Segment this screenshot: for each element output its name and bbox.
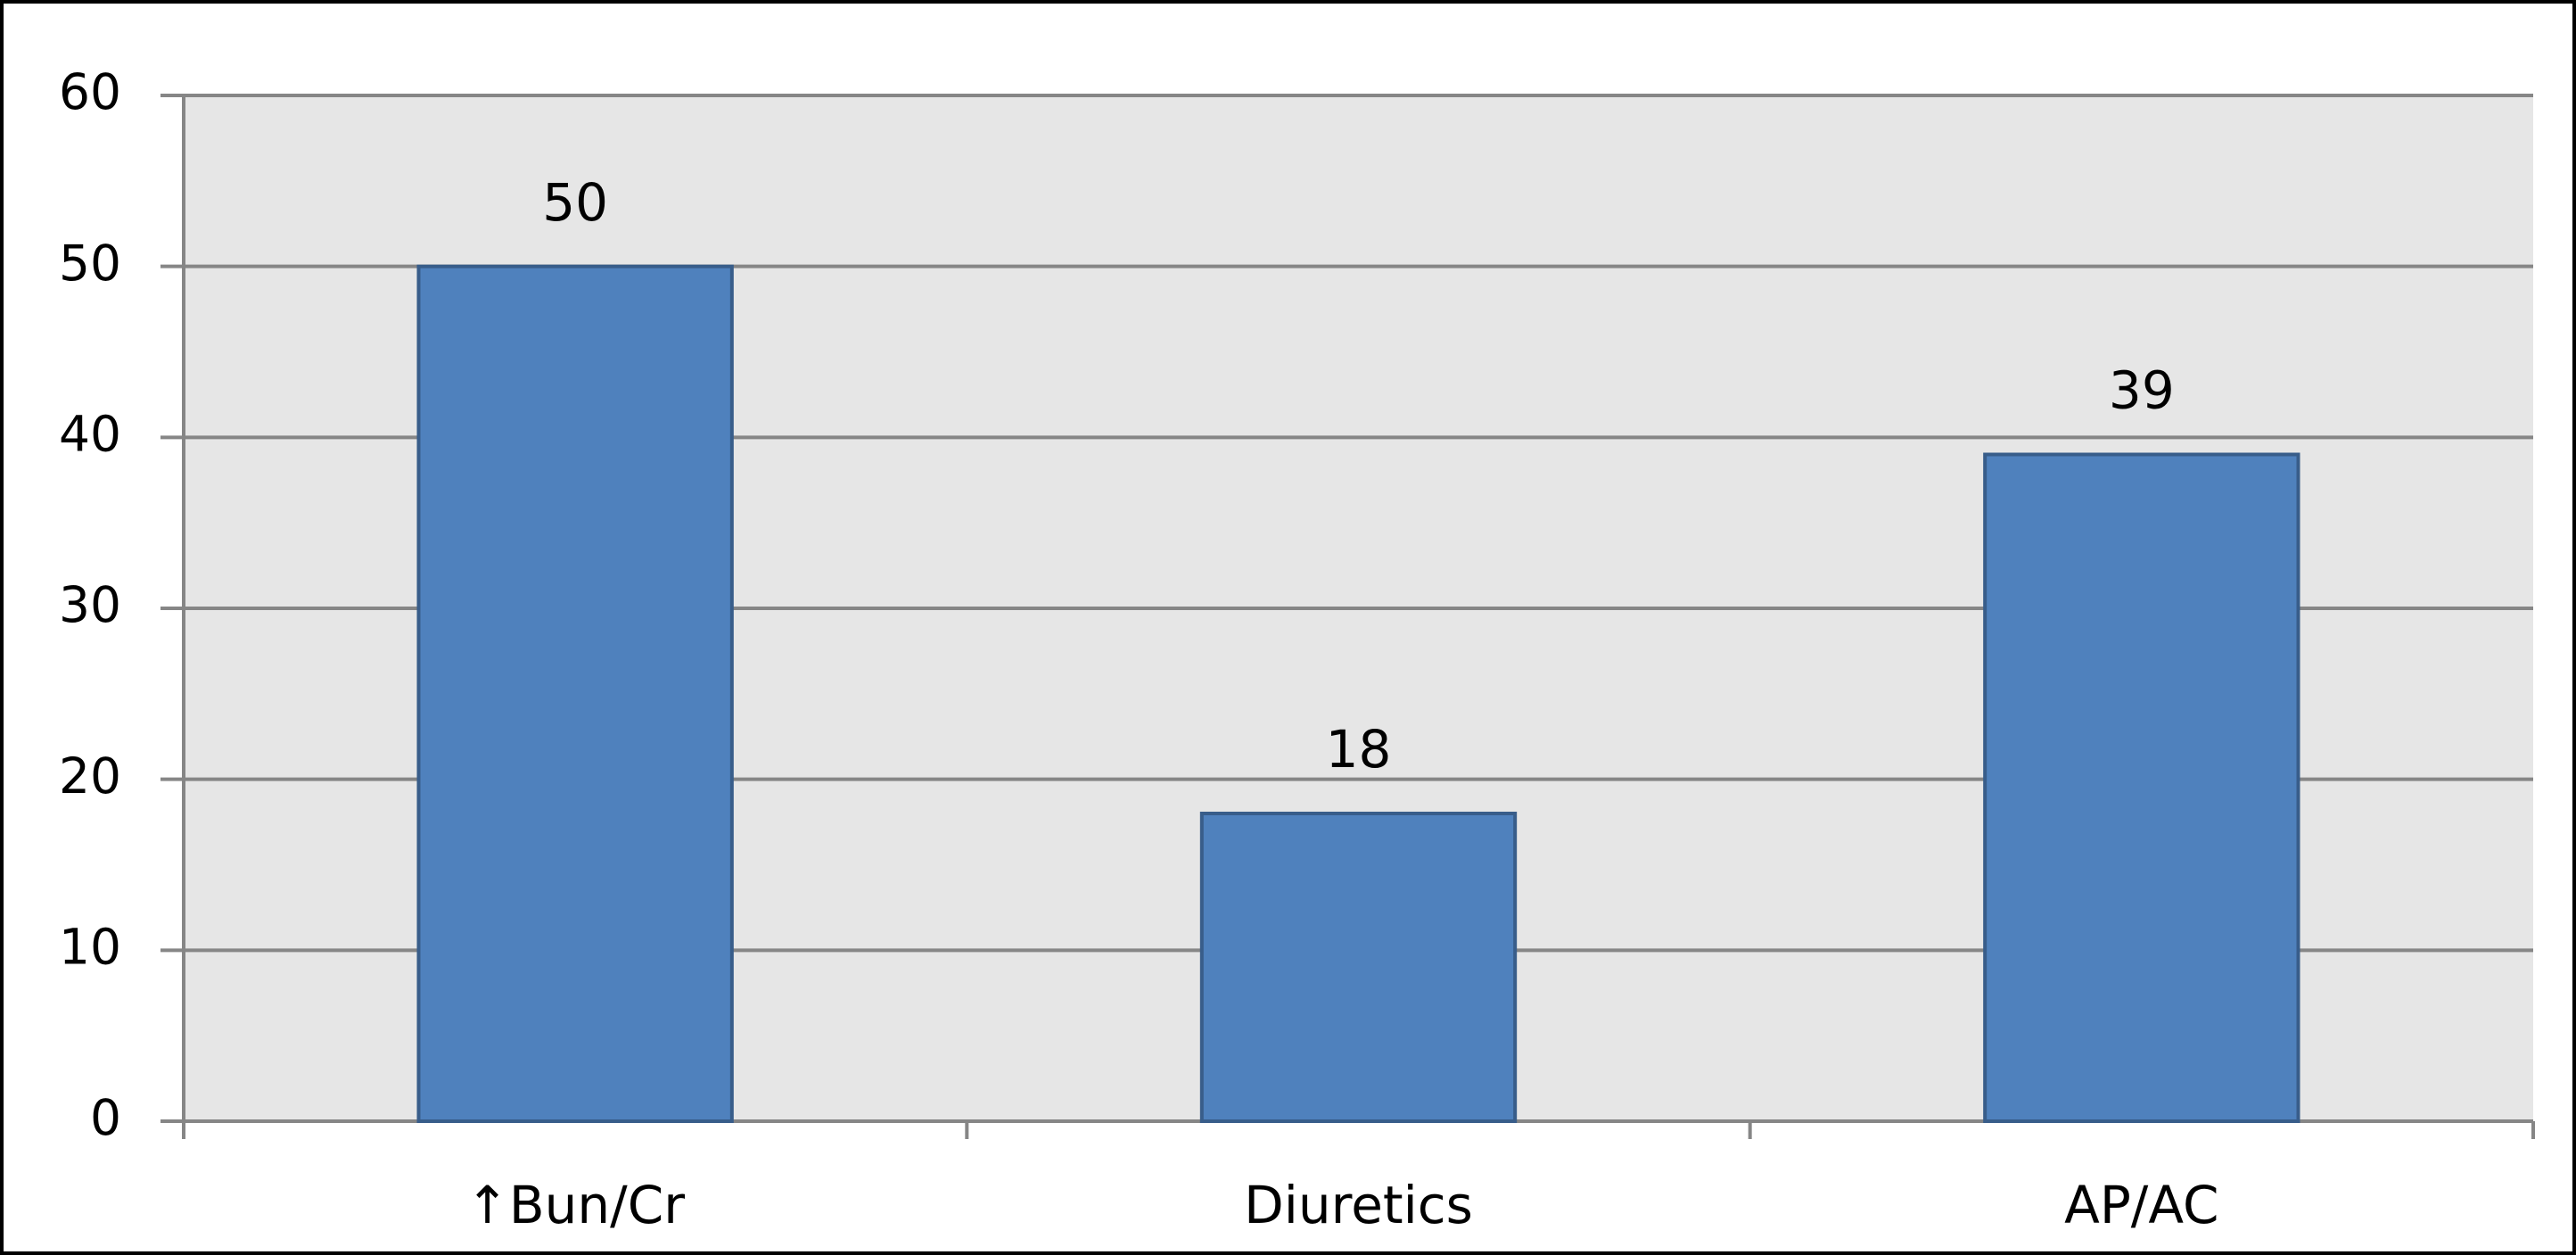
x-tick-label: Diuretics [1244, 1175, 1473, 1235]
y-tick-label: 30 [59, 576, 121, 633]
bar [1983, 452, 2300, 1123]
y-tick-label: 50 [59, 235, 121, 292]
x-tick-label: AP/AC [2064, 1175, 2218, 1235]
bar [416, 264, 734, 1123]
y-tick-label: 10 [59, 918, 121, 975]
bar [1199, 812, 1518, 1123]
value-label: 39 [2109, 360, 2175, 421]
value-label: 18 [1326, 719, 1392, 780]
value-label: 50 [542, 172, 608, 233]
y-tick-label: 0 [90, 1089, 121, 1146]
y-tick-label: 60 [59, 63, 121, 120]
y-tick-label: 40 [59, 405, 121, 462]
y-tick-label: 20 [59, 747, 121, 805]
x-tick-label: ↑Bun/Cr [465, 1175, 685, 1235]
